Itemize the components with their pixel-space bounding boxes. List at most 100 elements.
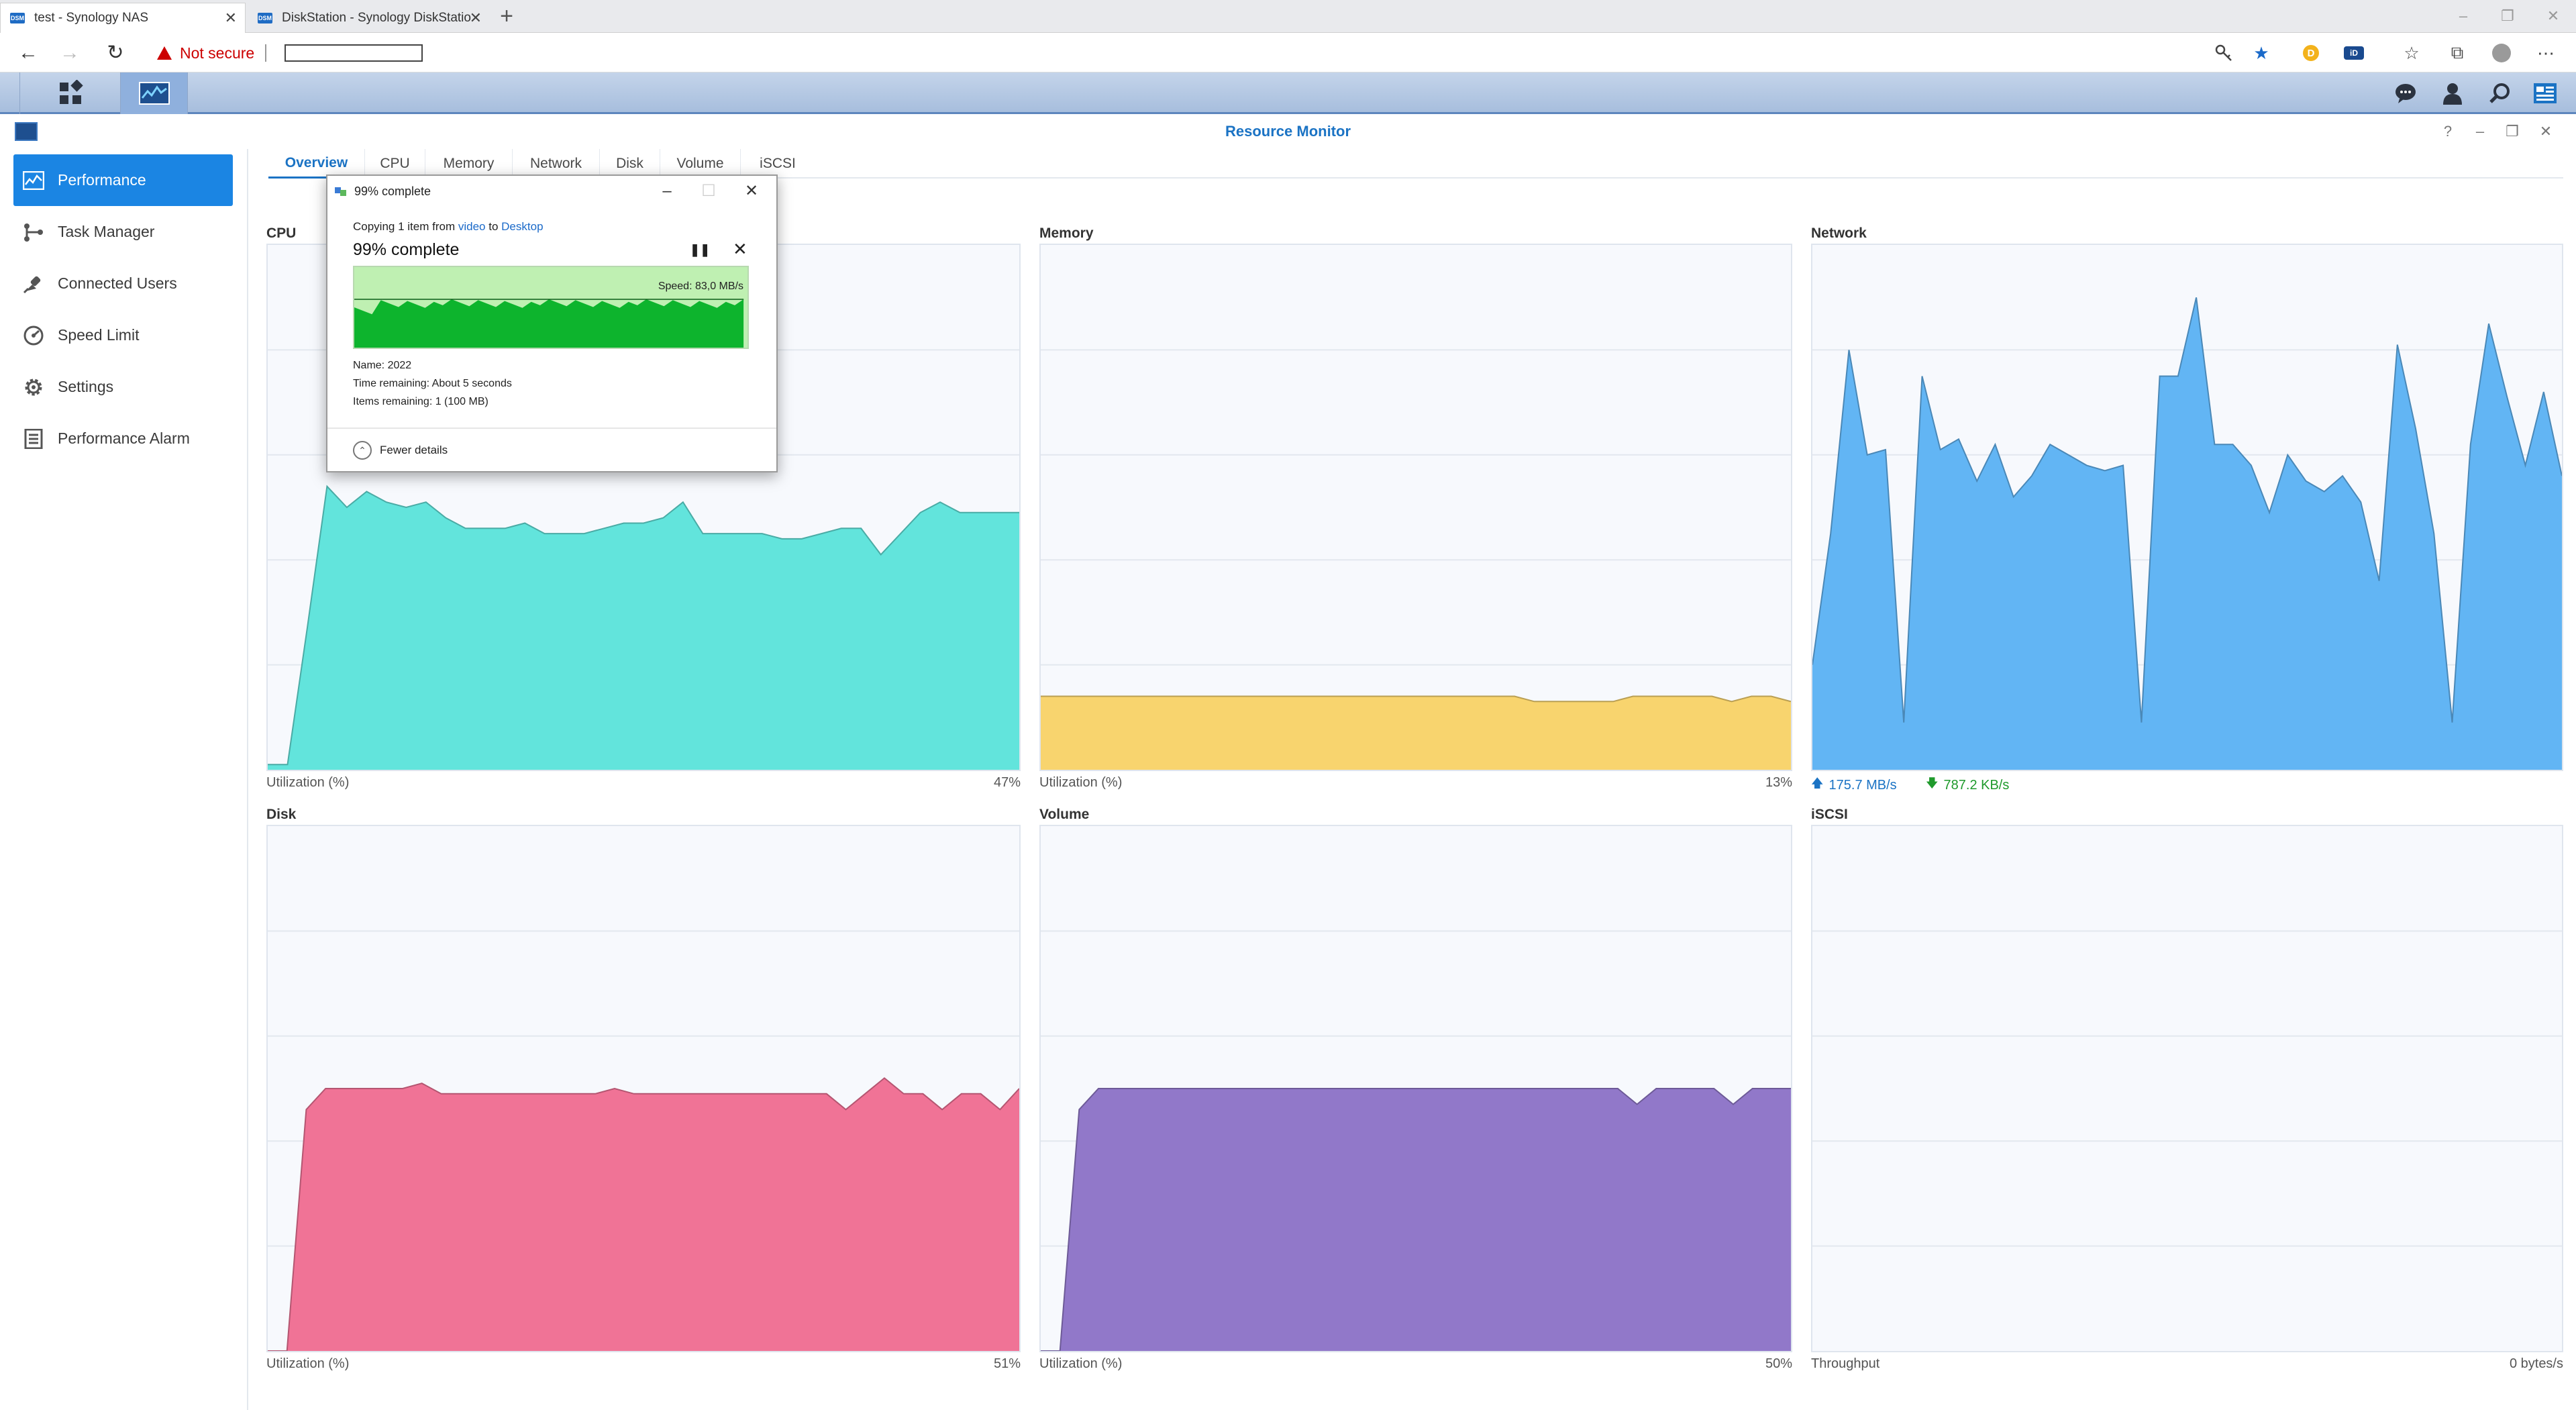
- extension-d-icon[interactable]: D: [2300, 42, 2322, 64]
- sidebar-item-label: Task Manager: [58, 223, 155, 240]
- dialog-minimize-button[interactable]: –: [662, 182, 672, 200]
- url-input[interactable]: [285, 44, 423, 62]
- sidebar-item-settings[interactable]: Settings: [13, 361, 233, 413]
- copy-prefix: Copying 1 item from: [353, 220, 456, 233]
- sidebar-item-speed-limit[interactable]: Speed Limit: [13, 309, 233, 361]
- browser-tab-title: test - Synology NAS: [34, 11, 149, 25]
- cancel-copy-button[interactable]: ✕: [733, 239, 748, 259]
- favorite-star-icon[interactable]: ★: [2253, 42, 2269, 63]
- resource-monitor-titlebar: Resource Monitor ? – ❐ ✕: [0, 114, 2576, 149]
- key-icon[interactable]: [2213, 42, 2234, 64]
- iscsi-footer-label: Throughput: [1811, 1356, 1880, 1371]
- browser-tab-synology-nas[interactable]: DSM test - Synology NAS ✕: [0, 3, 246, 33]
- user-icon[interactable]: [2440, 81, 2465, 106]
- speed-limit-icon: [20, 325, 47, 346]
- profile-avatar-icon[interactable]: [2491, 42, 2512, 64]
- resource-monitor-taskbar-button[interactable]: [121, 72, 188, 114]
- speed-label: Speed: 83,0 MB/s: [658, 281, 743, 292]
- volume-panel-title: Volume: [1039, 807, 1090, 822]
- security-indicator[interactable]: Not secure: [157, 42, 267, 64]
- maximize-button[interactable]: ❐: [2506, 123, 2519, 140]
- dsm-favicon-icon: DSM: [10, 13, 25, 23]
- sidebar-item-task-manager[interactable]: Task Manager: [13, 206, 233, 258]
- sidebar-item-performance[interactable]: Performance: [13, 154, 233, 206]
- sidebar-item-label: Connected Users: [58, 274, 177, 292]
- dialog-titlebar: 99% complete – ☐ ✕: [327, 176, 776, 207]
- network-area: [1812, 297, 2562, 770]
- tab-overview[interactable]: Overview: [268, 149, 365, 179]
- main-menu-button[interactable]: [20, 72, 121, 114]
- dialog-close-button[interactable]: ✕: [744, 182, 759, 200]
- time-remaining: Time remaining: About 5 seconds: [353, 378, 512, 389]
- new-tab-button[interactable]: +: [500, 3, 513, 29]
- reload-button[interactable]: ↻: [107, 42, 124, 64]
- tab-network[interactable]: Network: [513, 149, 600, 179]
- back-button[interactable]: ←: [18, 42, 38, 64]
- network-upload: 🡅 175.7 MB/s: [1811, 775, 1897, 795]
- sidebar: Performance Task Manager Connected Users…: [0, 149, 248, 1410]
- cpu-footer-label: Utilization (%): [266, 775, 350, 790]
- sidebar-item-connected-users[interactable]: Connected Users: [13, 258, 233, 309]
- close-tab-icon[interactable]: ✕: [469, 9, 482, 26]
- browser-tab-title: DiskStation - Synology DiskStatio: [282, 10, 471, 25]
- memory-panel-title: Memory: [1039, 225, 1094, 241]
- restore-window-button[interactable]: ❐: [2501, 7, 2514, 24]
- tab-disk[interactable]: Disk: [600, 149, 660, 179]
- destination-link[interactable]: Desktop: [501, 220, 544, 233]
- pause-button[interactable]: ❚❚: [690, 243, 711, 256]
- extension-id-icon[interactable]: iD: [2343, 42, 2365, 64]
- minimize-button[interactable]: –: [2475, 123, 2485, 140]
- cpu-footer-value: 47%: [993, 775, 1021, 790]
- favorites-list-icon[interactable]: ☆: [2404, 42, 2420, 63]
- source-link[interactable]: video: [458, 220, 486, 233]
- sidebar-item-label: Performance: [58, 171, 146, 189]
- volume-chart: [1039, 825, 1792, 1352]
- main-menu-icon: [59, 80, 83, 104]
- more-menu-icon[interactable]: ⋯: [2537, 42, 2555, 63]
- network-panel-title: Network: [1811, 225, 1867, 241]
- memory-area: [1041, 696, 1791, 770]
- address-bar: ← → ↻ Not secure ★ D iD ☆ ⧉ ⋯: [0, 33, 2576, 72]
- disk-area-chart: [268, 930, 1019, 1351]
- cpu-area-chart: [268, 349, 1019, 770]
- help-button[interactable]: ?: [2443, 123, 2453, 140]
- tab-iscsi[interactable]: iSCSI: [760, 156, 796, 171]
- alarm-list-icon: [20, 428, 47, 449]
- disk-footer-label: Utilization (%): [266, 1356, 350, 1371]
- copy-progress-dialog: 99% complete – ☐ ✕ Copying 1 item from v…: [326, 174, 778, 472]
- close-tab-icon[interactable]: ✕: [224, 9, 237, 26]
- copy-icon: [335, 187, 346, 196]
- memory-line: [1041, 695, 1791, 703]
- connected-users-icon: [20, 274, 47, 294]
- upload-arrow-icon: 🡅: [1811, 776, 1824, 790]
- sidebar-item-label: Performance Alarm: [58, 430, 190, 447]
- disk-footer-value: 51%: [993, 1356, 1021, 1371]
- browser-tab-diskstation[interactable]: DSM DiskStation - Synology DiskStatio ✕: [248, 3, 490, 33]
- tab-memory[interactable]: Memory: [425, 149, 513, 179]
- collections-icon[interactable]: ⧉: [2451, 42, 2464, 62]
- volume-line: [1041, 1088, 1791, 1351]
- minimize-window-button[interactable]: –: [2459, 7, 2468, 24]
- fewer-details-toggle[interactable]: ⌃ Fewer details: [353, 440, 448, 460]
- close-button[interactable]: ✕: [2539, 123, 2553, 140]
- close-window-button[interactable]: ✕: [2546, 7, 2560, 24]
- notifications-chat-icon[interactable]: [2393, 81, 2418, 106]
- progress-status: 99% complete: [353, 240, 460, 259]
- download-speed: 787.2 KB/s: [1943, 777, 2010, 793]
- iscsi-area-chart: [1812, 930, 2562, 1247]
- file-name: Name: 2022: [353, 360, 412, 371]
- resource-monitor-app-icon: [15, 122, 38, 141]
- dsm-favicon-icon: DSM: [258, 12, 272, 23]
- tab-bar: Overview CPU Memory Network Disk Volume …: [268, 149, 2563, 179]
- gear-icon: [20, 376, 47, 398]
- cpu-area: [268, 486, 1019, 770]
- sidebar-item-performance-alarm[interactable]: Performance Alarm: [13, 413, 233, 464]
- task-manager-icon: [20, 222, 47, 242]
- tab-cpu[interactable]: CPU: [365, 149, 425, 179]
- security-label: Not secure: [180, 44, 255, 62]
- search-icon[interactable]: [2487, 81, 2512, 106]
- widgets-icon[interactable]: [2532, 81, 2558, 106]
- copy-to: to: [488, 220, 499, 233]
- tab-volume[interactable]: Volume: [660, 149, 741, 179]
- forward-button[interactable]: →: [60, 42, 80, 64]
